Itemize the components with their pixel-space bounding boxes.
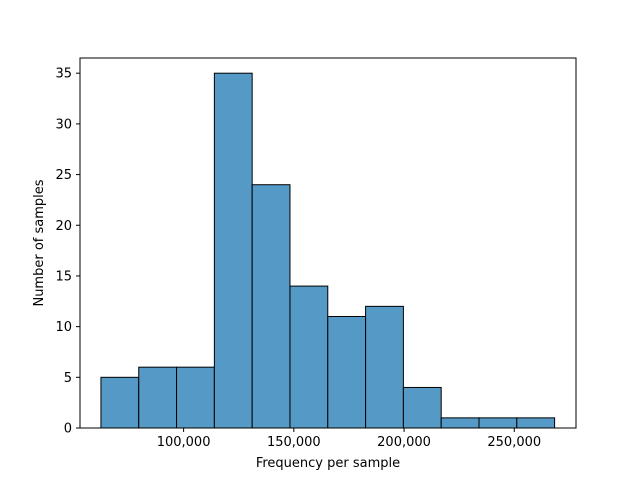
- plot-frame: [79, 57, 577, 429]
- histogram-bar-7: [365, 305, 404, 429]
- histogram-bar-11: [516, 417, 556, 429]
- x-axis-label: Frequency per sample: [256, 456, 400, 471]
- histogram-bar-9: [440, 417, 480, 429]
- y-tick-label: 5: [64, 371, 72, 386]
- histogram-bar-1: [138, 366, 178, 429]
- histogram-bar-4: [251, 184, 291, 429]
- histogram-bar-2: [176, 366, 215, 429]
- x-tick-label: 250,000: [487, 435, 541, 450]
- histogram-bar-0: [100, 376, 140, 429]
- y-axis-ticks: 0 5 10 15 20 25 30 35: [55, 67, 80, 437]
- y-tick-label: 10: [55, 320, 72, 335]
- y-tick-label: 15: [55, 269, 72, 284]
- y-tick-label: 30: [55, 117, 72, 132]
- x-tick-label: 100,000: [157, 435, 211, 450]
- y-axis-label: Number of samples: [32, 179, 47, 306]
- histogram-bar-10: [478, 417, 518, 429]
- y-tick-label: 35: [55, 67, 72, 82]
- histogram-bar-3: [213, 72, 253, 429]
- y-tick-label: 0: [64, 422, 72, 437]
- histogram-bar-5: [289, 285, 329, 429]
- x-axis-ticks: 100,000 150,000 200,000 250,000: [157, 428, 541, 450]
- y-tick-label: 25: [55, 168, 72, 183]
- bars-group: [100, 72, 556, 429]
- y-tick-label: 20: [55, 219, 72, 234]
- histogram-bar-6: [327, 315, 367, 429]
- histogram-bar-8: [402, 386, 442, 429]
- x-tick-label: 150,000: [267, 435, 321, 450]
- x-tick-label: 200,000: [377, 435, 431, 450]
